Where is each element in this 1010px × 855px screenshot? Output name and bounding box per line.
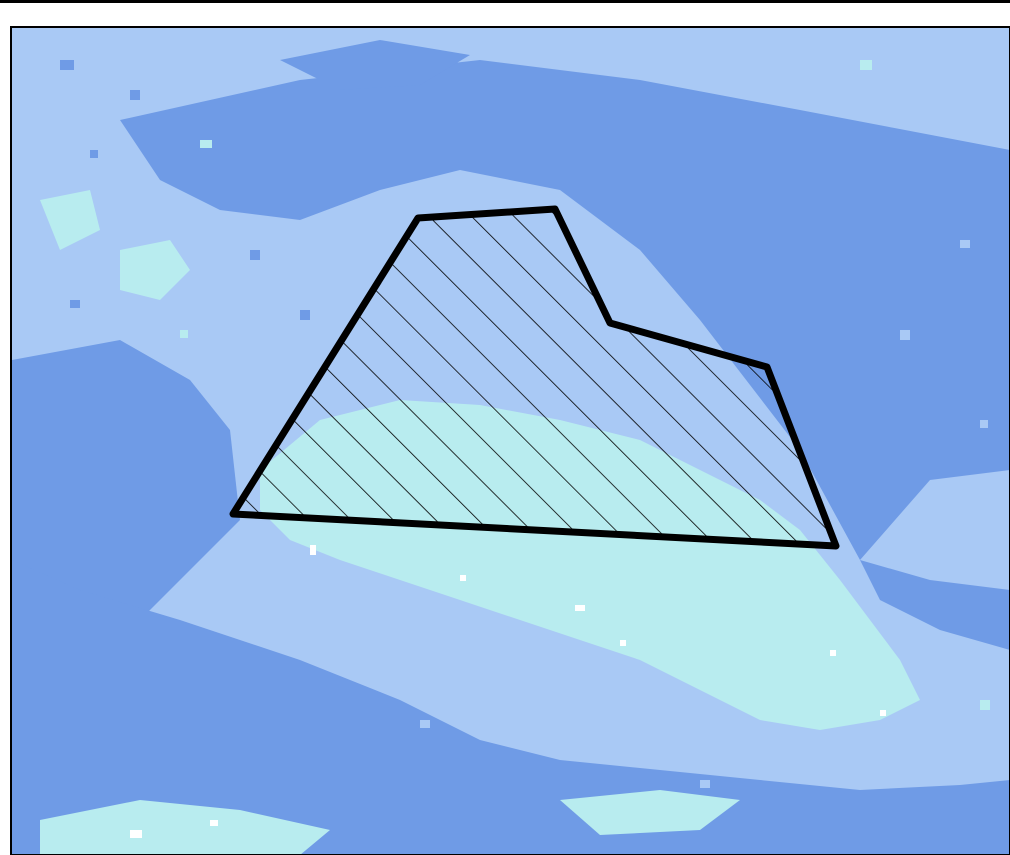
study-area-outline xyxy=(229,205,840,550)
study-area-polygon xyxy=(229,205,840,550)
speckle-texture xyxy=(60,60,990,838)
raster-layer xyxy=(12,28,1010,855)
map-frame-border xyxy=(10,26,1010,855)
study-area-hatch xyxy=(233,209,836,546)
deep-zones xyxy=(12,40,1010,855)
top-border-line xyxy=(0,0,1010,3)
